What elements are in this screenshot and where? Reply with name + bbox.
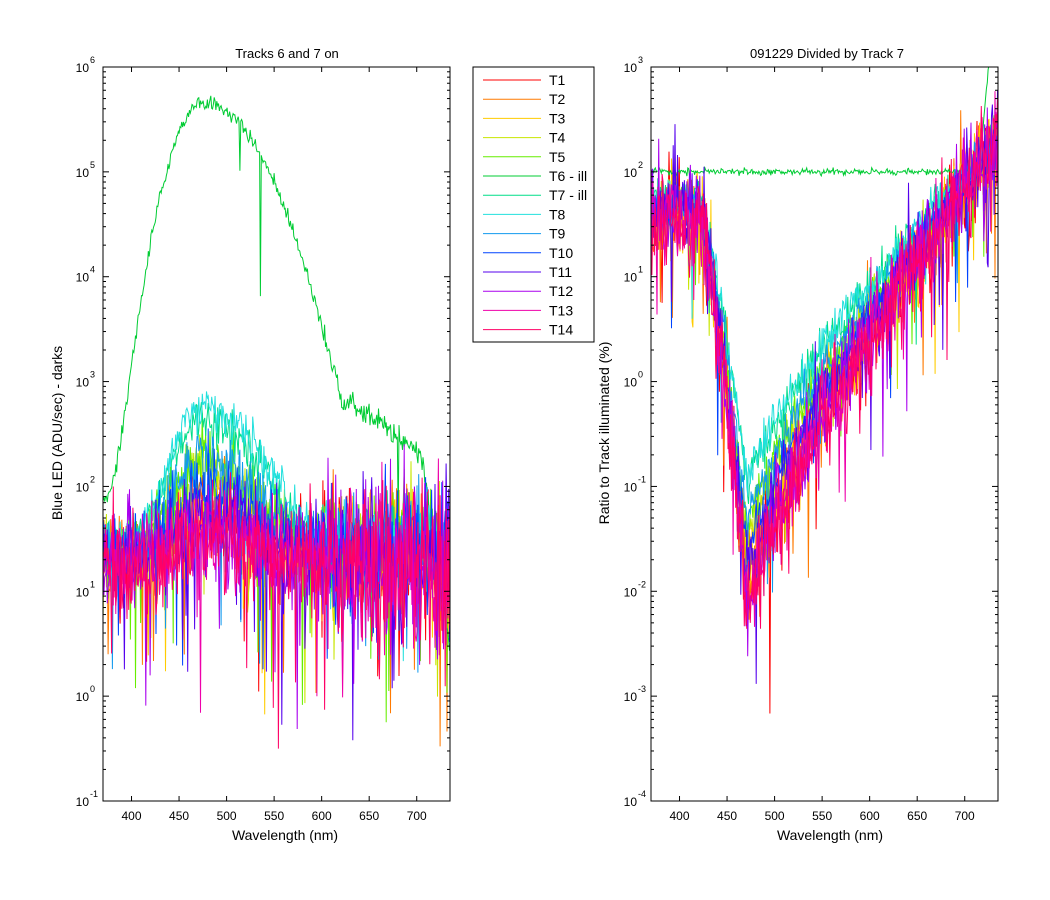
y-tick-exponent: 4 — [90, 265, 95, 275]
y-tick-exponent: 5 — [90, 160, 95, 170]
legend-entry-label: T2 — [549, 91, 566, 107]
series-line-t13 — [651, 91, 998, 627]
left-axes: 400 450 500 550 600 650 70010-1100101102103104… — [76, 55, 451, 823]
y-tick-label: 10 — [624, 480, 638, 494]
legend-entry-label: T9 — [549, 226, 566, 242]
legend-entry-label: T11 — [549, 264, 572, 280]
legend-entry-label: T3 — [549, 110, 566, 126]
axes-frame — [650, 66, 999, 802]
y-tick-exponent: 1 — [90, 579, 95, 589]
y-tick-exponent: 0 — [90, 684, 95, 694]
legend-entry-label: T1 — [549, 72, 566, 88]
y-tick-exponent: -4 — [638, 789, 646, 799]
axes-frame — [102, 66, 451, 802]
legend-entry-label: T8 — [549, 206, 566, 222]
x-tick-label: 550 — [812, 809, 832, 823]
x-tick-label: 450 — [169, 809, 189, 823]
y-tick-label: 10 — [76, 61, 90, 75]
y-tick-exponent: 0 — [638, 370, 643, 380]
y-tick-label: 10 — [76, 585, 90, 599]
y-tick-exponent: -3 — [638, 684, 646, 694]
right-axes: 400 450 500 550 600 650 70010-410-310-210-1100… — [624, 55, 999, 823]
right-y-axis-label: Ratio to Track illuminated (%) — [596, 342, 612, 525]
x-tick-label: 450 — [717, 809, 737, 823]
legend-entry-label: T7 - ill — [549, 187, 587, 203]
y-tick-label: 10 — [624, 585, 638, 599]
legend: T1 T2 T3 T4 T5 T6 - ill T7 - ill T8 T9 T10 T11 T12 T… — [472, 66, 595, 343]
y-tick-label: 10 — [624, 271, 638, 285]
x-tick-label: 600 — [312, 809, 332, 823]
right-x-axis-label: Wavelength (nm) — [777, 827, 883, 843]
legend-entry-label: T4 — [549, 130, 566, 146]
series-line-t14 — [651, 99, 998, 629]
y-tick-exponent: 2 — [638, 160, 643, 170]
series-line-t6-ill — [103, 95, 450, 651]
y-tick-label: 10 — [624, 376, 638, 390]
y-tick-label: 10 — [624, 166, 638, 180]
x-tick-label: 700 — [407, 809, 427, 823]
y-tick-exponent: -2 — [638, 579, 646, 589]
y-tick-label: 10 — [624, 690, 638, 704]
legend-entry-label: T14 — [549, 322, 573, 338]
panel-left: Tracks 6 and 7 on 400 450 500 550 600 650 7001… — [49, 46, 451, 843]
x-tick-label: 550 — [264, 809, 284, 823]
series-line-t14 — [103, 472, 450, 749]
x-tick-label: 600 — [860, 809, 880, 823]
legend-entry-label: T12 — [549, 283, 573, 299]
left-x-axis-label: Wavelength (nm) — [232, 827, 338, 843]
legend-box — [472, 66, 595, 343]
left-chart-title: Tracks 6 and 7 on — [235, 46, 339, 61]
y-tick-label: 10 — [624, 795, 638, 809]
x-tick-label: 500 — [217, 809, 237, 823]
x-tick-label: 500 — [765, 809, 785, 823]
x-tick-label: 400 — [670, 809, 690, 823]
legend-entry-label: T5 — [549, 149, 566, 165]
legend-entry-label: T6 - ill — [549, 168, 587, 184]
x-tick-label: 400 — [122, 809, 142, 823]
right-chart-title: 091229 Divided by Track 7 — [750, 46, 904, 61]
left-y-axis-label: Blue LED (ADU/sec) - darks — [49, 346, 65, 520]
y-tick-label: 10 — [76, 480, 90, 494]
y-tick-exponent: -1 — [90, 789, 98, 799]
x-tick-label: 700 — [955, 809, 975, 823]
legend-entry-label: T13 — [549, 302, 573, 318]
y-tick-exponent: -1 — [638, 474, 646, 484]
series-line-t6-ill — [651, 67, 990, 178]
x-tick-label: 650 — [359, 809, 379, 823]
y-tick-label: 10 — [76, 376, 90, 390]
y-tick-exponent: 6 — [90, 55, 95, 65]
y-tick-label: 10 — [76, 690, 90, 704]
right-plot-area — [651, 67, 998, 714]
y-tick-label: 10 — [76, 271, 90, 285]
y-tick-exponent: 3 — [638, 55, 643, 65]
y-tick-label: 10 — [76, 795, 90, 809]
panel-right: 091229 Divided by Track 7 400 450 500 550 60… — [596, 46, 999, 843]
y-tick-exponent: 3 — [90, 370, 95, 380]
x-tick-label: 650 — [907, 809, 927, 823]
series-line-t5 — [651, 115, 998, 551]
left-plot-area — [103, 95, 450, 749]
legend-entry-label: T10 — [549, 245, 573, 261]
y-tick-exponent: 1 — [638, 265, 643, 275]
y-tick-label: 10 — [76, 166, 90, 180]
y-tick-label: 10 — [624, 61, 638, 75]
y-tick-exponent: 2 — [90, 474, 95, 484]
